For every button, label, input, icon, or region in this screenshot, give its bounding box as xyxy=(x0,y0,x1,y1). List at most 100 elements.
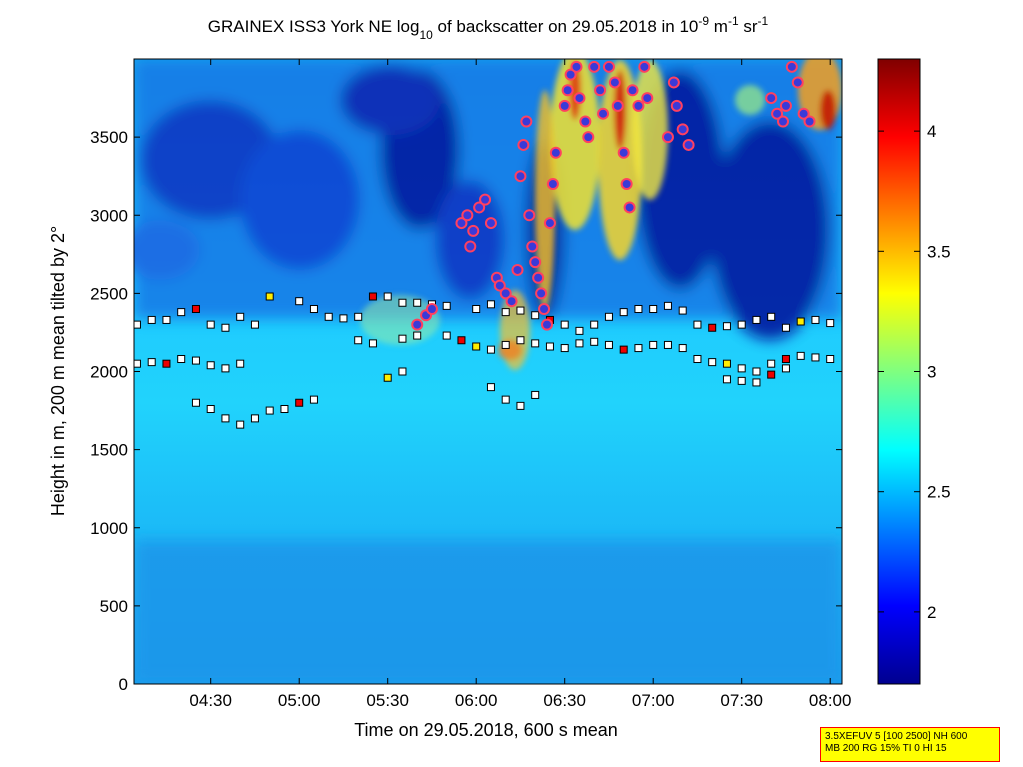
cloud-base-marker xyxy=(752,378,761,387)
cloud-base-marker xyxy=(619,345,628,354)
cloud-base-marker xyxy=(221,414,230,423)
cloud-base-marker xyxy=(781,364,790,373)
x-tick-label: 07:00 xyxy=(632,691,675,710)
cloud-top-marker xyxy=(520,115,533,128)
cloud-top-marker xyxy=(564,68,577,81)
cloud-base-marker xyxy=(206,361,215,370)
x-tick-label: 04:30 xyxy=(189,691,232,710)
cloud-base-marker xyxy=(486,300,495,309)
cloud-base-marker xyxy=(354,312,363,321)
cloud-base-marker xyxy=(649,340,658,349)
cloud-top-marker xyxy=(573,92,586,105)
y-tick-label: 2500 xyxy=(90,284,128,303)
colorbar-tick-label: 3.5 xyxy=(927,242,951,261)
x-tick-label: 06:30 xyxy=(543,691,586,710)
cloud-top-marker xyxy=(493,279,506,292)
cloud-top-marker xyxy=(779,99,792,112)
cloud-top-marker xyxy=(676,123,689,136)
cloud-base-marker xyxy=(295,297,304,306)
cloud-base-marker xyxy=(560,344,569,353)
y-axis: 0 500 1000 1500 2000 2500 3000 3500 xyxy=(90,128,842,694)
cloud-top-marker xyxy=(479,193,492,206)
cloud-top-marker xyxy=(484,217,497,230)
cloud-base-marker xyxy=(339,314,348,323)
cloud-base-marker xyxy=(472,305,481,313)
cloud-base-marker xyxy=(722,322,731,331)
cloud-base-marker xyxy=(649,305,658,313)
cloud-base-marker xyxy=(501,395,510,404)
cloud-base-marker xyxy=(693,355,702,363)
cloud-base-marker xyxy=(398,367,407,376)
cloud-top-marker xyxy=(461,209,474,222)
cloud-top-marker xyxy=(561,84,574,97)
cloud-top-marker xyxy=(523,209,536,222)
x-axis-label: Time on 29.05.2018, 600 s mean xyxy=(354,720,618,740)
cloud-base-marker xyxy=(398,334,407,343)
cloud-base-marker xyxy=(398,298,407,307)
cloud-top-marker xyxy=(588,60,601,73)
cloud-base-marker xyxy=(472,342,481,351)
cloud-top-marker xyxy=(473,201,486,214)
cloud-top-marker xyxy=(777,115,789,128)
cloud-base-marker xyxy=(354,336,363,345)
y-tick-label: 2000 xyxy=(90,363,128,382)
cloud-base-marker xyxy=(678,344,687,353)
colorbar-axis: 2 2.5 3 3.5 4 xyxy=(878,122,951,622)
cloud-base-marker xyxy=(236,359,245,368)
y-tick-label: 1500 xyxy=(90,441,128,460)
cloud-top-marker xyxy=(464,240,477,253)
cloud-top-marker xyxy=(785,60,798,73)
cloud-base-marker xyxy=(147,315,156,324)
cloud-top-marker xyxy=(546,178,559,190)
cloud-base-marker xyxy=(206,320,215,329)
cloud-top-marker xyxy=(620,178,633,190)
cloud-base-marker xyxy=(767,370,776,379)
cloud-base-marker xyxy=(486,383,495,392)
cloud-base-marker xyxy=(531,311,540,320)
cloud-top-marker xyxy=(641,92,654,105)
cloud-base-marker xyxy=(826,319,835,328)
y-axis-label: Height in m, 200 m mean tilted by 2° xyxy=(48,226,68,516)
cloud-top-marker xyxy=(638,60,651,73)
cloud-base-marker xyxy=(708,358,717,367)
y-tick-label: 3000 xyxy=(90,206,128,225)
x-axis: 04:30 05:00 05:30 06:00 06:30 07:00 07:30 08:00 xyxy=(189,59,851,710)
cloud-base-marker xyxy=(752,367,761,376)
cloud-top-marker xyxy=(791,76,804,89)
y-tick-label: 0 xyxy=(119,675,128,694)
cloud-base-marker xyxy=(590,337,599,346)
cloud-base-marker xyxy=(383,373,392,382)
cloud-top-marker xyxy=(411,318,424,331)
cloud-base-marker xyxy=(442,301,451,310)
y-tick-label: 1000 xyxy=(90,519,128,538)
cloud-base-marker xyxy=(604,312,613,321)
cloud-top-marker xyxy=(541,318,553,331)
cloud-top-marker xyxy=(765,92,778,105)
x-tick-label: 08:00 xyxy=(809,691,852,710)
cloud-base-marker xyxy=(162,359,171,368)
cloud-base-marker xyxy=(162,315,171,324)
cloud-top-marker xyxy=(667,76,680,89)
cloud-base-marker xyxy=(708,323,717,332)
cloud-base-marker xyxy=(457,336,466,345)
cloud-top-marker xyxy=(455,217,468,230)
cloud-base-marker xyxy=(265,292,274,301)
cloud-base-marker xyxy=(206,405,215,413)
cloud-top-marker xyxy=(611,99,624,112)
cloud-top-marker xyxy=(661,131,674,144)
cloud-base-marker xyxy=(501,308,510,317)
colorbar xyxy=(877,58,921,685)
cloud-top-marker xyxy=(532,271,545,284)
cloud-base-marker xyxy=(265,406,274,415)
cloud-base-marker xyxy=(634,344,643,353)
x-tick-label: 07:30 xyxy=(720,691,763,710)
cloud-top-marker xyxy=(682,138,695,151)
cloud-base-marker xyxy=(663,301,672,310)
cloud-base-marker xyxy=(737,376,746,385)
cloud-top-marker xyxy=(517,138,530,151)
cloud-top-marker xyxy=(803,115,816,128)
cloud-top-marker xyxy=(526,240,539,253)
cloud-base-marker xyxy=(781,323,790,332)
cloud-base-marker xyxy=(826,355,835,363)
